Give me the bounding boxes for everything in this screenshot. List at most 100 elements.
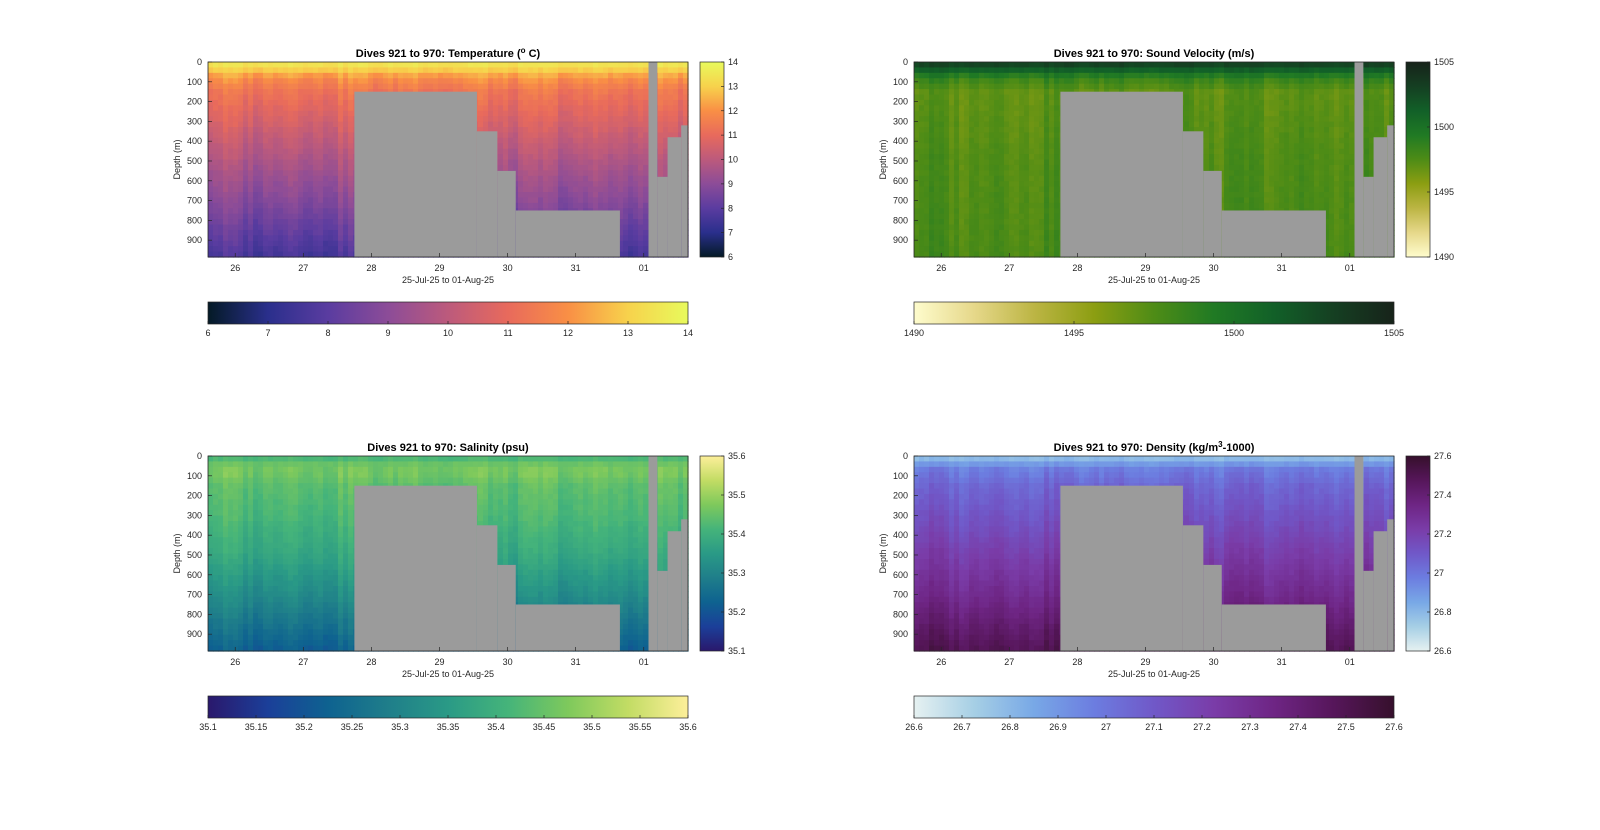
heatmap-cell [518,94,524,101]
heatmap-cell [293,240,299,247]
heatmap-cell [633,72,639,79]
heatmap-cell [628,137,634,144]
heatmap-cell [969,192,975,199]
heatmap-cell [288,246,294,253]
heatmap-cell [568,99,574,106]
heatmap-cell [243,192,249,199]
heatmap-cell [338,137,344,144]
heatmap-cell [598,121,604,128]
heatmap-cell [498,94,504,101]
heatmap-cell [273,246,279,253]
heatmap-cell [343,240,349,247]
heatmap-cell [914,170,920,177]
heatmap-cell [568,105,574,112]
heatmap-cell [533,159,539,166]
heatmap-cell [1019,116,1025,123]
heatmap-cell [924,175,930,182]
heatmap-cell [343,235,349,242]
heatmap-cell [233,110,239,117]
heatmap-cell [283,202,289,209]
heatmap-cell [273,175,279,182]
heatmap-cell [343,121,349,128]
heatmap-cell [623,137,629,144]
heatmap-cell [1029,105,1035,112]
heatmap-cell [1054,89,1060,96]
heatmap-cell [238,159,244,166]
heatmap-cell [283,78,289,85]
heatmap-cell [1084,67,1090,74]
heatmap-cell [268,202,274,209]
heatmap-cell [1014,127,1020,134]
heatmap-cell [218,240,224,247]
heatmap-cell [583,89,589,96]
heatmap-cell [338,99,344,106]
heatmap-cell [563,83,569,90]
heatmap-cell [593,186,599,193]
heatmap-cell [288,213,294,220]
heatmap-cell [999,116,1005,123]
heatmap-cell [1004,127,1010,134]
heatmap-cell [979,132,985,139]
heatmap-cell [668,83,674,90]
heatmap-cell [573,148,579,155]
heatmap-cell [343,83,349,90]
heatmap-cell [573,78,579,85]
heatmap-cell [548,83,554,90]
heatmap-cell [538,148,544,155]
heatmap-cell [1049,235,1055,242]
heatmap-cell [208,116,214,123]
heatmap-cell [428,83,434,90]
heatmap-cell [303,110,309,117]
heatmap-cell [273,121,279,128]
heatmap-cell [548,72,554,79]
heatmap-cell [293,251,299,258]
heatmap-cell [944,181,950,188]
heatmap-cell [979,251,985,258]
heatmap-cell [238,240,244,247]
heatmap-cell [343,105,349,112]
heatmap-cell [979,105,985,112]
heatmap-cell [513,186,519,193]
heatmap-cell [643,83,649,90]
bottom-colorbar-tick-label: 12 [563,328,573,338]
heatmap-cell [253,78,259,85]
heatmap-cell [643,137,649,144]
heatmap-cell [213,229,219,236]
heatmap-cell [1019,137,1025,144]
heatmap-cell [1044,164,1050,171]
heatmap-cell [959,99,965,106]
heatmap-cell [558,83,564,90]
heatmap-cell [563,121,569,128]
heatmap-cell [638,208,644,215]
heatmap-cell [919,208,925,215]
heatmap-cell [538,121,544,128]
heatmap-cell [218,137,224,144]
heatmap-cell [478,105,484,112]
heatmap-cell [478,72,484,79]
heatmap-cell [288,192,294,199]
heatmap-cell [373,62,379,69]
heatmap-cell [949,99,955,106]
heatmap-cell [233,219,239,226]
heatmap-cell [633,148,639,155]
heatmap-cell [1024,154,1030,161]
heatmap-cell [523,132,529,139]
heatmap-cell [553,186,559,193]
heatmap-cell [643,67,649,74]
heatmap-cell [283,240,289,247]
heatmap-cell [323,246,329,253]
heatmap-cell [1019,110,1025,117]
heatmap-cell [253,186,259,193]
heatmap-cell [994,105,1000,112]
heatmap-cell [448,72,454,79]
heatmap-cell [543,192,549,199]
heatmap-cell [368,83,374,90]
heatmap-cell [1054,121,1060,128]
heatmap-cell [1004,219,1010,226]
heatmap-cell [278,127,284,134]
heatmap-cell [964,219,970,226]
heatmap-cell [268,235,274,242]
heatmap-cell [448,83,454,90]
heatmap-cell [944,246,950,253]
heatmap-cell [1034,159,1040,166]
